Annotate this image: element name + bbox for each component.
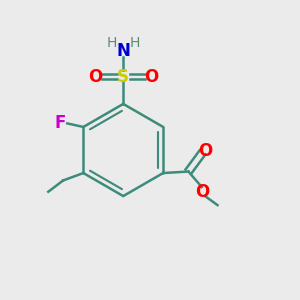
Text: F: F [55, 114, 66, 132]
Text: O: O [195, 183, 209, 201]
Text: H: H [129, 36, 140, 50]
Text: O: O [144, 68, 159, 85]
Text: O: O [199, 142, 213, 160]
Text: H: H [107, 36, 117, 50]
Text: N: N [116, 42, 130, 60]
Text: S: S [117, 68, 129, 85]
Text: O: O [88, 68, 102, 85]
